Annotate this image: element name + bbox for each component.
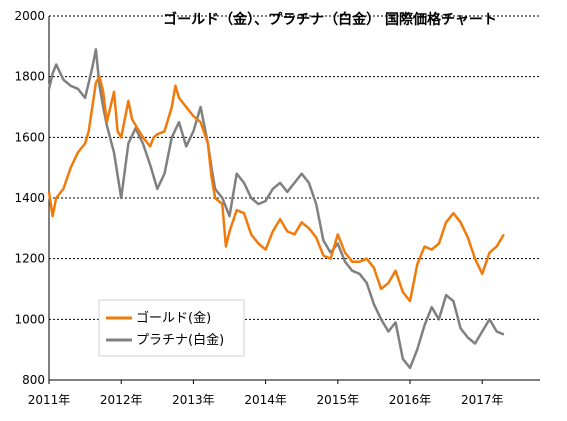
chart-title: ゴールド（金）、プラチナ（白金） 国際価格チャート <box>163 11 497 28</box>
legend-label-gold: ゴールド(金) <box>136 310 211 326</box>
x-tick-label: 2011年 <box>28 393 71 407</box>
y-tick-label: 1800 <box>14 70 45 84</box>
y-tick-label: 800 <box>22 373 45 387</box>
series-line-platinum <box>47 48 505 370</box>
legend: ゴールド(金) プラチナ(白金) <box>98 299 245 357</box>
x-tick-label: 2014年 <box>244 393 287 407</box>
y-tick-label: 1400 <box>14 191 45 205</box>
y-tick-label: 1000 <box>14 312 45 326</box>
y-tick-label: 1600 <box>14 130 45 144</box>
x-tick-label: 2012年 <box>100 393 143 407</box>
y-tick-label: 1200 <box>14 252 45 266</box>
series-line-gold <box>47 75 505 303</box>
x-tick-label: 2015年 <box>317 393 360 407</box>
x-tick-label: 2017年 <box>461 393 504 407</box>
series-lines <box>47 48 505 370</box>
legend-label-platinum: プラチナ(白金) <box>136 332 224 348</box>
x-tick-label: 2013年 <box>172 393 215 407</box>
axes: 800 1000 1200 1400 1600 1800 2000 2011年 2012年 201… <box>14 9 540 407</box>
legend-box <box>98 299 245 357</box>
y-tick-label: 2000 <box>14 9 45 23</box>
grid-lines <box>49 15 540 320</box>
x-tick-label: 2016年 <box>389 393 432 407</box>
